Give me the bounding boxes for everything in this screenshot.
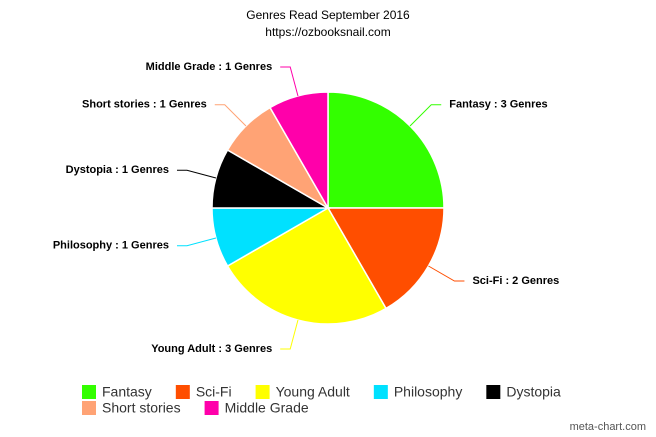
leader-line [176, 169, 217, 179]
legend-label: Middle Grade [225, 400, 309, 416]
data-label: Young Adult : 3 Genres [151, 343, 272, 355]
leader-line [409, 104, 442, 127]
legend-swatch [204, 401, 219, 415]
leader-line [280, 66, 299, 97]
legend-swatch [175, 385, 190, 399]
legend-label: Fantasy [102, 384, 152, 400]
leader-line [428, 265, 465, 282]
pie-slice [327, 91, 445, 209]
legend-swatch [373, 385, 388, 399]
data-label: Short stories : 1 Genres [82, 99, 207, 111]
leader-line [176, 237, 217, 247]
credit: meta-chart.com [570, 421, 646, 433]
pie-slice [226, 206, 388, 325]
legend-swatch [255, 385, 270, 399]
data-label: Philosophy : 1 Genres [53, 240, 169, 252]
legend-swatch [82, 385, 96, 399]
legend-label: Philosophy [394, 384, 463, 400]
legend-label: Short stories [102, 400, 181, 416]
pie-slice [268, 91, 329, 211]
chart-subtitle: https://ozbooksnail.com [265, 25, 390, 39]
data-label: Middle Grade : 1 Genres [146, 61, 273, 73]
legend-label: Dystopia [506, 384, 561, 400]
legend-swatch [82, 401, 96, 415]
legend-label: Young Adult [276, 384, 350, 400]
leader-line [280, 319, 299, 350]
data-label: Sci-Fi : 2 Genres [472, 275, 559, 287]
data-label: Fantasy : 3 Genres [449, 99, 547, 111]
data-label: Dystopia : 1 Genres [66, 164, 169, 176]
chart-title: Genres Read September 2016 [246, 8, 410, 22]
legend-swatch [486, 385, 501, 399]
legend-label: Sci-Fi [196, 384, 232, 400]
leader-line [214, 104, 247, 127]
